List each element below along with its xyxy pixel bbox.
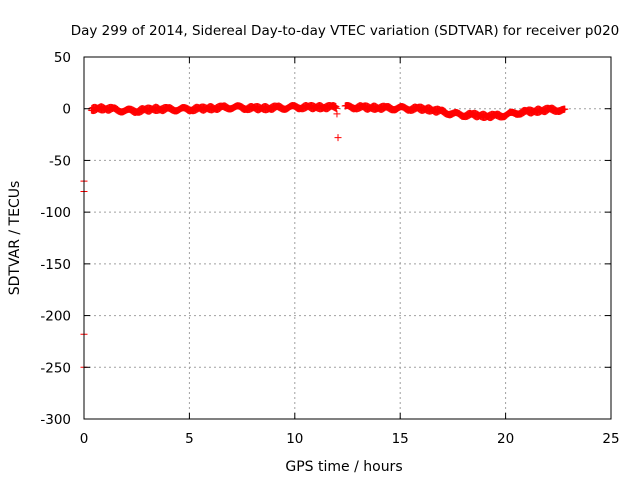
- data-series-sdtvar: [80, 102, 569, 371]
- x-tick-label: 0: [80, 431, 89, 447]
- data-point: [561, 105, 569, 113]
- axis-ticks: 0 5 10 15 20 25 50 0 -50 -100 -150 -200 -250 -300: [40, 50, 619, 447]
- data-point: [332, 104, 340, 112]
- y-tick-label: -200: [40, 309, 71, 325]
- plot-frame: [83, 56, 612, 420]
- x-tick-label: 25: [602, 431, 619, 447]
- data-point: [334, 134, 342, 142]
- x-tick-label: 15: [392, 431, 409, 447]
- chart-title: Day 299 of 2014, Sidereal Day-to-day VTE…: [71, 23, 620, 39]
- y-tick-label: -250: [40, 360, 71, 376]
- y-axis-label: SDTVAR / TECUs: [7, 181, 23, 296]
- x-tick-label: 5: [185, 431, 194, 447]
- y-tick-label: -300: [40, 412, 71, 428]
- y-tick-label: 50: [54, 50, 71, 66]
- y-tick-label: -100: [40, 205, 71, 221]
- y-tick-label: -50: [49, 153, 71, 169]
- y-tick-label: 0: [62, 102, 71, 118]
- data-point: [333, 110, 341, 118]
- y-tick-label: -150: [40, 257, 71, 273]
- x-axis-label: GPS time / hours: [285, 459, 402, 475]
- x-tick-label: 20: [497, 431, 514, 447]
- x-tick-label: 10: [286, 431, 303, 447]
